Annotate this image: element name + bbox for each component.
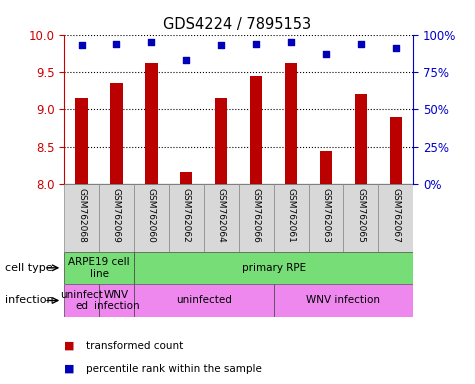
Text: GSM762066: GSM762066 (252, 188, 261, 243)
Text: primary RPE: primary RPE (242, 263, 306, 273)
Bar (215, 98, 228, 184)
Bar (204, 184, 238, 252)
Bar (320, 151, 332, 184)
Bar (134, 252, 413, 284)
Bar (274, 284, 413, 317)
Bar (76, 98, 88, 184)
Point (357, 40, 365, 46)
Bar (274, 184, 309, 252)
Point (287, 39, 295, 45)
Bar (99, 184, 134, 252)
Text: WNV
infection: WNV infection (94, 290, 139, 311)
Bar (285, 63, 297, 184)
Point (148, 39, 155, 45)
Point (218, 42, 225, 48)
Text: uninfect
ed: uninfect ed (60, 290, 103, 311)
Text: transformed count: transformed count (86, 341, 183, 351)
Bar (99, 284, 134, 317)
Text: infection: infection (5, 295, 53, 306)
Bar (110, 83, 123, 184)
Text: ■: ■ (64, 341, 75, 351)
Text: cell type: cell type (5, 263, 52, 273)
Point (392, 45, 399, 51)
Text: GSM762069: GSM762069 (112, 188, 121, 243)
Text: GDS4224 / 7895153: GDS4224 / 7895153 (163, 17, 312, 32)
Bar (343, 184, 379, 252)
Bar (134, 184, 169, 252)
Text: GSM762062: GSM762062 (182, 188, 191, 242)
Bar (134, 284, 274, 317)
Text: ■: ■ (64, 364, 75, 374)
Text: GSM762065: GSM762065 (356, 188, 365, 243)
Bar (169, 184, 204, 252)
Bar (64, 184, 99, 252)
Text: GSM762063: GSM762063 (322, 188, 331, 243)
Point (113, 40, 120, 46)
Bar (145, 63, 158, 184)
Text: GSM762060: GSM762060 (147, 188, 156, 243)
Bar (180, 172, 192, 184)
Bar (379, 184, 413, 252)
Point (182, 57, 190, 63)
Text: GSM762067: GSM762067 (391, 188, 400, 243)
Bar (64, 252, 134, 284)
Text: percentile rank within the sample: percentile rank within the sample (86, 364, 261, 374)
Text: ARPE19 cell
line: ARPE19 cell line (68, 257, 130, 279)
Point (252, 40, 260, 46)
Text: GSM762061: GSM762061 (286, 188, 295, 243)
Bar (64, 284, 99, 317)
Bar (309, 184, 343, 252)
Bar (355, 94, 367, 184)
Bar (250, 76, 262, 184)
Bar (238, 184, 274, 252)
Point (322, 51, 330, 57)
Text: uninfected: uninfected (176, 295, 232, 306)
Point (78, 42, 86, 48)
Bar (390, 117, 402, 184)
Text: GSM762064: GSM762064 (217, 188, 226, 242)
Text: GSM762068: GSM762068 (77, 188, 86, 243)
Text: WNV infection: WNV infection (306, 295, 380, 306)
